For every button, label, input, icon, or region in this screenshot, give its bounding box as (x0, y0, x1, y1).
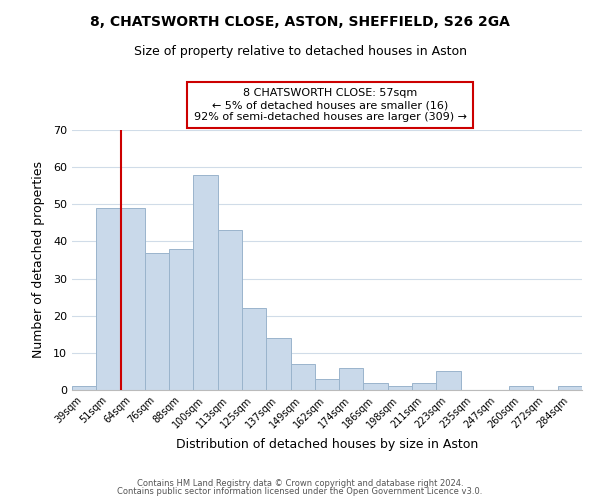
Bar (509, 386, 533, 390)
Y-axis label: Number of detached properties: Number of detached properties (32, 162, 44, 358)
Bar (388, 386, 412, 390)
Bar (218, 230, 242, 390)
Bar (96, 208, 121, 390)
Text: Contains public sector information licensed under the Open Government Licence v3: Contains public sector information licen… (118, 487, 482, 496)
Text: 8, CHATSWORTH CLOSE, ASTON, SHEFFIELD, S26 2GA: 8, CHATSWORTH CLOSE, ASTON, SHEFFIELD, S… (90, 15, 510, 29)
Bar (315, 379, 339, 390)
Bar (193, 174, 218, 390)
Bar (145, 252, 169, 390)
Bar (339, 368, 364, 390)
Bar (242, 308, 266, 390)
Text: 8 CHATSWORTH CLOSE: 57sqm
← 5% of detached houses are smaller (16)
92% of semi-d: 8 CHATSWORTH CLOSE: 57sqm ← 5% of detach… (193, 88, 467, 122)
Bar (266, 338, 290, 390)
Text: Contains HM Land Registry data © Crown copyright and database right 2024.: Contains HM Land Registry data © Crown c… (137, 478, 463, 488)
Bar (121, 208, 145, 390)
Bar (72, 386, 96, 390)
Text: Size of property relative to detached houses in Aston: Size of property relative to detached ho… (133, 45, 467, 58)
Bar (436, 372, 461, 390)
Bar (558, 386, 582, 390)
Bar (412, 382, 436, 390)
Bar (290, 364, 315, 390)
X-axis label: Distribution of detached houses by size in Aston: Distribution of detached houses by size … (176, 438, 478, 451)
Bar (169, 249, 193, 390)
Bar (364, 382, 388, 390)
